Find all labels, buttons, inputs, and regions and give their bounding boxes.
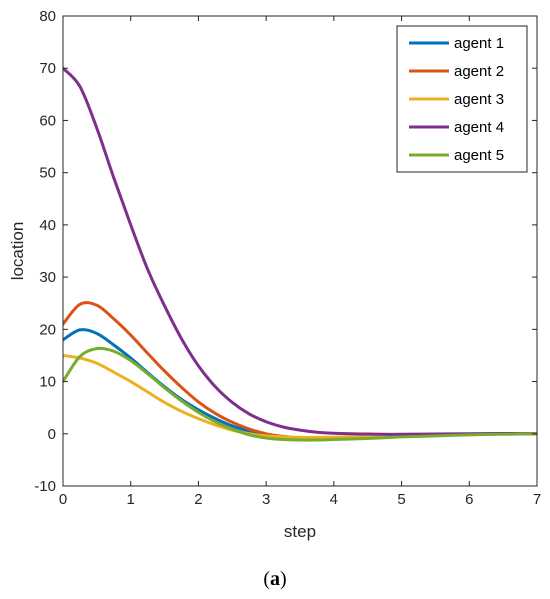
legend-label-1: agent 1: [454, 35, 504, 52]
y-tick-label: 30: [39, 269, 56, 286]
x-tick-label: 3: [262, 491, 270, 508]
y-tick-label: 40: [39, 217, 56, 234]
caption-close: ): [280, 568, 287, 590]
y-tick-label: 80: [39, 8, 56, 25]
series-line-5: [63, 346, 537, 442]
y-tick-label: 60: [39, 112, 56, 129]
x-tick-label: 6: [465, 491, 473, 508]
axes-box: [62, 15, 538, 487]
legend: agent 1 agent 2 agent 3 agent 4 agent 5: [396, 25, 528, 173]
legend-label-2: agent 2: [454, 63, 504, 80]
x-tick-label: 1: [127, 491, 135, 508]
series-line-4: [63, 66, 537, 436]
legend-label-5: agent 5: [454, 147, 504, 164]
x-tick-label: 5: [397, 491, 405, 508]
y-axis-label: location: [8, 222, 27, 281]
caption-open: (: [263, 568, 270, 590]
y-tick-label: 50: [39, 165, 56, 182]
legend-label-4: agent 4: [454, 119, 504, 136]
caption-letter: a: [270, 568, 280, 590]
y-tick-label: 0: [48, 426, 56, 443]
x-tick-label: 0: [59, 491, 67, 508]
x-axis-label: step: [284, 522, 316, 541]
y-tick-label: 70: [39, 60, 56, 77]
y-tick-label: 10: [39, 374, 56, 391]
x-tick-label: 2: [194, 491, 202, 508]
figure-caption: (a): [263, 568, 286, 590]
y-tick-label: -10: [34, 478, 56, 495]
series-lines: [63, 66, 537, 442]
y-tick-label: 20: [39, 321, 56, 338]
x-tick-label: 4: [330, 491, 338, 508]
x-tick-label: 7: [533, 491, 541, 508]
axes: [62, 15, 538, 487]
legend-label-3: agent 3: [454, 91, 504, 108]
